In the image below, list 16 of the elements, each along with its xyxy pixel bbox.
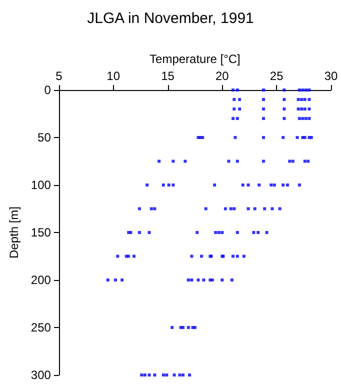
x-tick-label: 25 bbox=[270, 69, 284, 83]
x-tick-label: 20 bbox=[215, 69, 230, 83]
y-tick-label: 200 bbox=[30, 273, 52, 287]
y-tick-label: 300 bbox=[30, 368, 52, 382]
y-tick-label: 100 bbox=[30, 178, 52, 192]
chart-title: JLGA in November, 1991 bbox=[87, 10, 254, 27]
x-tick-label: 10 bbox=[106, 69, 120, 83]
y-tick-label: 0 bbox=[44, 83, 52, 97]
x-tick-label: 5 bbox=[56, 69, 63, 83]
x-tick-label: 15 bbox=[161, 69, 175, 83]
y-axis-title: Depth [m] bbox=[7, 206, 21, 259]
y-tick-label: 250 bbox=[30, 320, 52, 334]
y-tick-label: 50 bbox=[38, 130, 52, 144]
x-axis-title: Temperature [°C] bbox=[150, 52, 240, 66]
y-tick-label: 150 bbox=[30, 226, 52, 240]
x-tick-label: 30 bbox=[324, 69, 338, 83]
